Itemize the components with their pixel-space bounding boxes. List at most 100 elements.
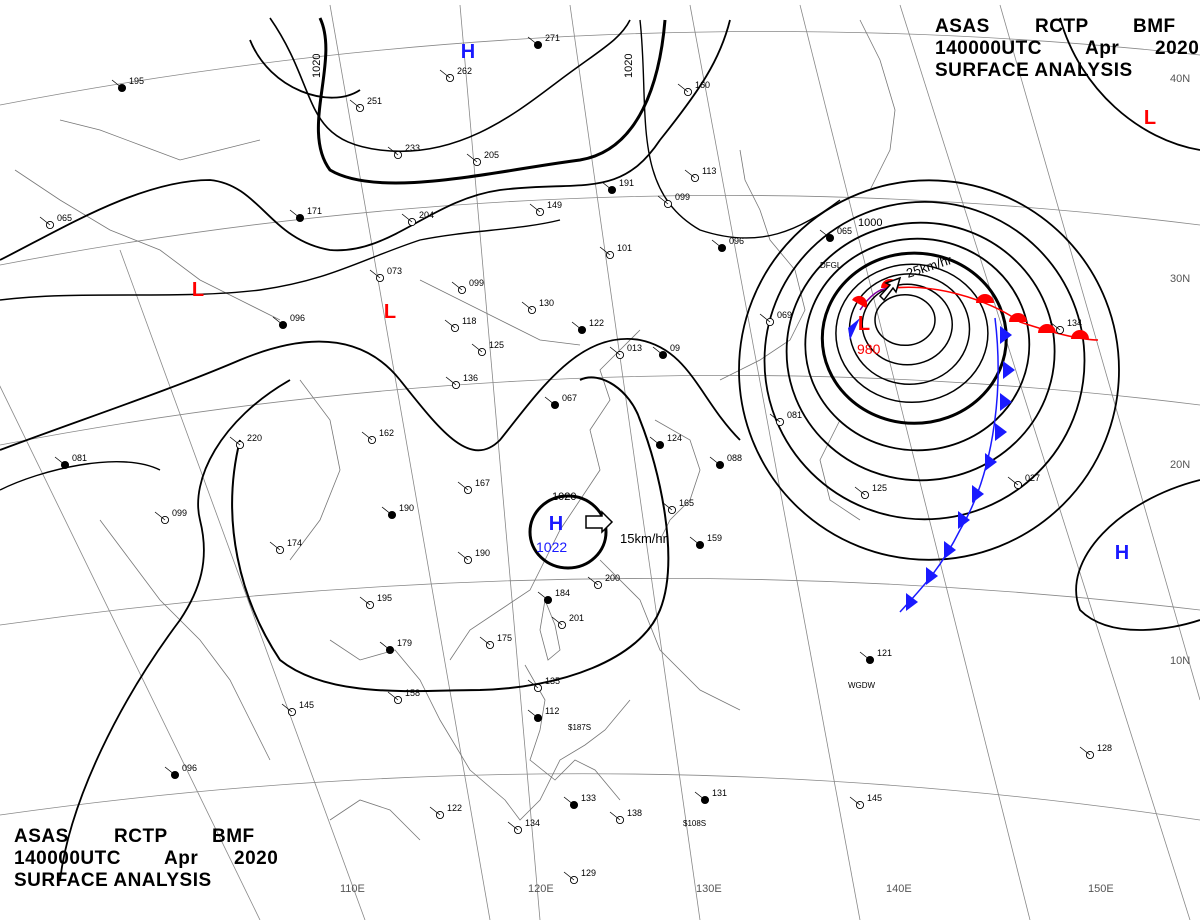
isobar [0,338,741,452]
latitude-label: 30N [1170,273,1190,285]
wind-barb [164,766,176,776]
wind-barb [429,806,441,816]
station-pressure: 065 [57,213,72,223]
wind-barb [677,83,689,93]
station-pressure: 190 [475,548,490,558]
station-pressure: 121 [877,648,892,658]
high-pressure-marker: H [461,41,475,63]
station-code: WGDW [848,681,876,690]
footer-line-1: ASAS RCTP BMF [14,826,294,848]
header-office: BMF [1133,16,1176,37]
wind-barb [269,541,281,551]
isobar-high-1020 [528,494,608,570]
wind-barb [527,679,539,689]
station-plot: 112 [527,706,559,723]
wind-barb [154,511,166,521]
station-plot: 195 [359,593,392,610]
wind-barb [694,791,706,801]
wind-barb [281,703,293,713]
station-plot: 099 [451,278,484,295]
latitude-line [0,375,1200,446]
cold-front-triangle [926,567,938,585]
isobar [0,19,731,261]
longitude-line [999,4,1200,701]
isobar-ring [874,293,936,347]
cold-front-triangle [985,453,997,471]
station-pressure: 136 [463,373,478,383]
station-code: DFGL [820,261,842,270]
station-plot: 145 [281,700,314,717]
lat-lon-grid [0,4,1200,920]
station-plot: 124 [649,433,682,450]
wind-barb [649,436,661,446]
isobar [269,17,631,153]
wind-barb [599,246,611,256]
header-valid-time: 140000UTC [935,38,1042,59]
high-pressure-marker: H [549,513,563,535]
wind-barb [387,146,399,156]
station-plot: 220 [229,433,262,450]
wind-barb [471,343,483,353]
wind-barb [529,203,541,213]
pressure-systems: H L L L L 980 H 1022 H [192,41,1156,564]
station-pressure: 138 [627,808,642,818]
latitude-label: 20N [1170,459,1190,471]
station-plot: 118 [444,316,476,333]
wind-barb [609,811,621,821]
coastline [819,419,861,521]
station-pressure: 027 [1025,473,1040,483]
cold-front-triangle [944,541,956,559]
coastline [59,119,261,161]
station-plot: 205 [466,150,499,167]
station-pressure: 204 [419,210,434,220]
station-plot: 121 [859,648,892,665]
isobar [0,219,561,301]
cold-front-triangle [958,511,970,529]
isobar [316,17,667,185]
coastline [329,799,421,841]
station-pressure: 195 [377,593,392,603]
longitude-line [329,4,491,920]
station-pressure: 200 [605,573,620,583]
chart-labels: 40N 30N 20N 10N 110E 120E 130E 140E 150E 1020 1020… [311,54,1190,895]
station-pressure: 160 [695,80,710,90]
wind-barb [387,691,399,701]
station-code: $187S [568,723,591,732]
coastline [719,149,806,381]
station-plot: 122 [429,803,462,820]
station-pressure: 190 [399,503,414,513]
station-pressure: 124 [667,433,682,443]
wind-barb [563,796,575,806]
wind-barb [379,641,391,651]
low-pressure-marker: L [1144,107,1156,129]
station-pressure: 158 [405,688,420,698]
station-pressure: 118 [462,316,476,326]
wind-barb [849,796,861,806]
wind-barb [289,209,301,219]
station-plot: 145 [849,793,882,810]
isobar [231,376,670,693]
isobar-ring [763,201,1086,521]
station-plot: 174 [269,538,302,555]
wind-barb [711,239,723,249]
station-plot: 113 [684,166,716,183]
station-plot: 067 [544,393,577,410]
isobar-label: 1000 [858,217,882,229]
station-plot: 171 [289,206,322,223]
station-plot: 175 [479,633,512,650]
wind-barb [587,576,599,586]
station-plot: 233 [387,143,420,160]
station-plot: 081 [769,410,802,427]
station-pressure: 175 [497,633,512,643]
station-pressure: 205 [484,150,499,160]
isobar [1059,17,1200,151]
latitude-line [0,577,1200,626]
station-plot: 027 [1007,473,1040,490]
station-pressure: 081 [787,410,802,420]
station-pressure: 096 [182,763,197,773]
wind-barb [1079,746,1091,756]
station-plot: 162 [361,428,394,445]
wind-barb [466,153,478,163]
wind-barb [54,456,66,466]
header-line-1: ASAS RCTP BMF [935,16,1200,38]
